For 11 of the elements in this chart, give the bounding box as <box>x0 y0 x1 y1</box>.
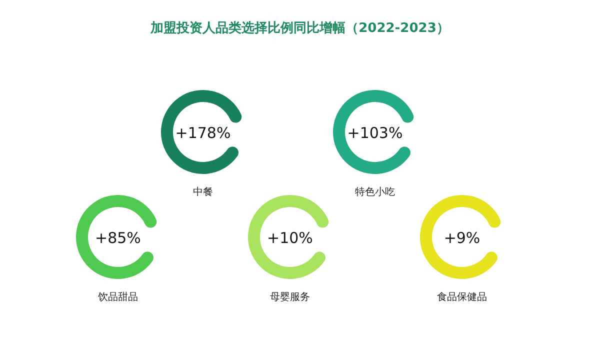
category-label: 饮品甜品 <box>97 291 138 303</box>
text: 加盟投资人品类选择比例同比增幅（2022-2023） <box>150 21 450 36</box>
data-label: +9% <box>444 229 480 247</box>
data-label: +10% <box>267 229 313 247</box>
category-label: 特色小吃 <box>355 186 395 198</box>
data-label: +178% <box>175 124 231 142</box>
data-label: +103% <box>347 124 403 142</box>
category-label: 母婴服务 <box>270 291 310 303</box>
category-label: 食品保健品 <box>437 291 487 303</box>
data-label: +85% <box>95 229 141 247</box>
category-label: 中餐 <box>193 186 213 198</box>
